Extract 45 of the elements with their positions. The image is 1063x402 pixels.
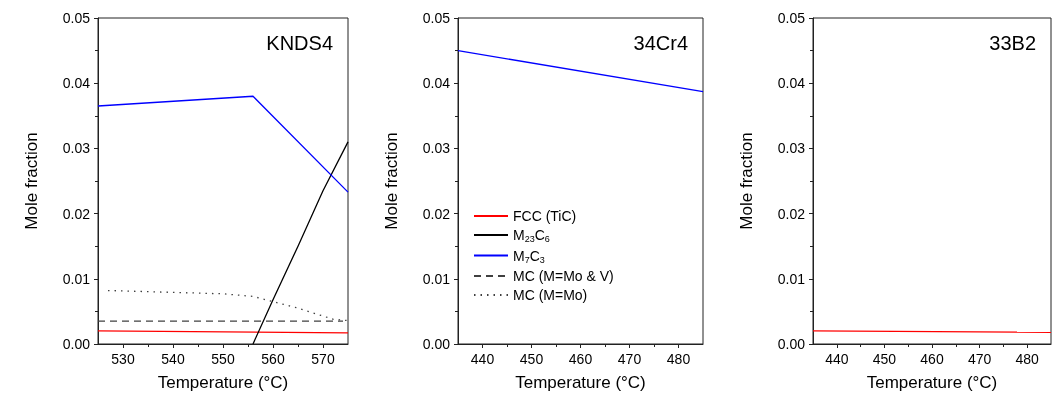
text: 33B2 — [989, 32, 1037, 54]
x-tick-label: 460 — [568, 351, 593, 367]
x-tick-label: 530 — [111, 351, 135, 367]
y-tick-label: 0.00 — [62, 336, 91, 352]
x-axis-title: Temperature (°C) — [157, 373, 289, 392]
legend-label: MC (M=Mo & V) — [513, 268, 614, 284]
x-axis-title: Temperature (°C) — [866, 373, 998, 392]
y-tick-label: 0.00 — [422, 336, 451, 352]
y-tick-label: 0.03 — [62, 140, 91, 157]
y-tick-label: 0.01 — [62, 270, 91, 287]
y-tick-label: 0.02 — [62, 205, 91, 222]
y-tick-label: 0.01 — [777, 270, 806, 287]
x-tick-label: 480 — [1015, 351, 1040, 367]
x-tick-label: 440 — [470, 351, 495, 367]
y-tick-label: 0.02 — [422, 205, 451, 222]
x-tick-label: 570 — [311, 351, 335, 367]
x-tick-label: 550 — [211, 351, 235, 367]
y-axis-title: Mole fraction — [22, 132, 41, 230]
x-tick-label: 450 — [519, 351, 544, 367]
x-tick-label: 470 — [967, 351, 992, 367]
x-tick-label: 460 — [920, 351, 944, 367]
y-tick-label: 0.03 — [422, 140, 451, 157]
y-tick-label: 0.00 — [777, 336, 806, 352]
x-tick-label: 470 — [617, 351, 642, 367]
x-tick-label: 440 — [825, 351, 849, 367]
text: KNDS4 — [266, 32, 334, 54]
legend-label: MC (M=Mo) — [513, 287, 588, 303]
y-tick-label: 0.05 — [777, 10, 806, 26]
y-tick-label: 0.05 — [62, 10, 91, 26]
y-tick-label: 0.04 — [62, 75, 91, 92]
y-axis-title: Mole fraction — [382, 132, 401, 230]
x-axis-title: Temperature (°C) — [515, 373, 646, 392]
y-axis-title: Mole fraction — [737, 132, 756, 230]
text: 34Cr4 — [633, 32, 689, 54]
x-tick-label: 450 — [872, 351, 897, 367]
y-tick-label: 0.03 — [777, 140, 806, 157]
x-tick-label: 560 — [261, 351, 285, 367]
legend-label: FCC (TiC) — [513, 208, 577, 224]
x-tick-label: 540 — [161, 351, 185, 367]
y-tick-label: 0.01 — [422, 270, 451, 287]
y-tick-label: 0.04 — [422, 75, 451, 92]
y-tick-label: 0.02 — [777, 205, 806, 222]
x-tick-label: 480 — [666, 351, 691, 367]
y-tick-label: 0.04 — [777, 75, 806, 92]
y-tick-label: 0.05 — [422, 10, 451, 26]
